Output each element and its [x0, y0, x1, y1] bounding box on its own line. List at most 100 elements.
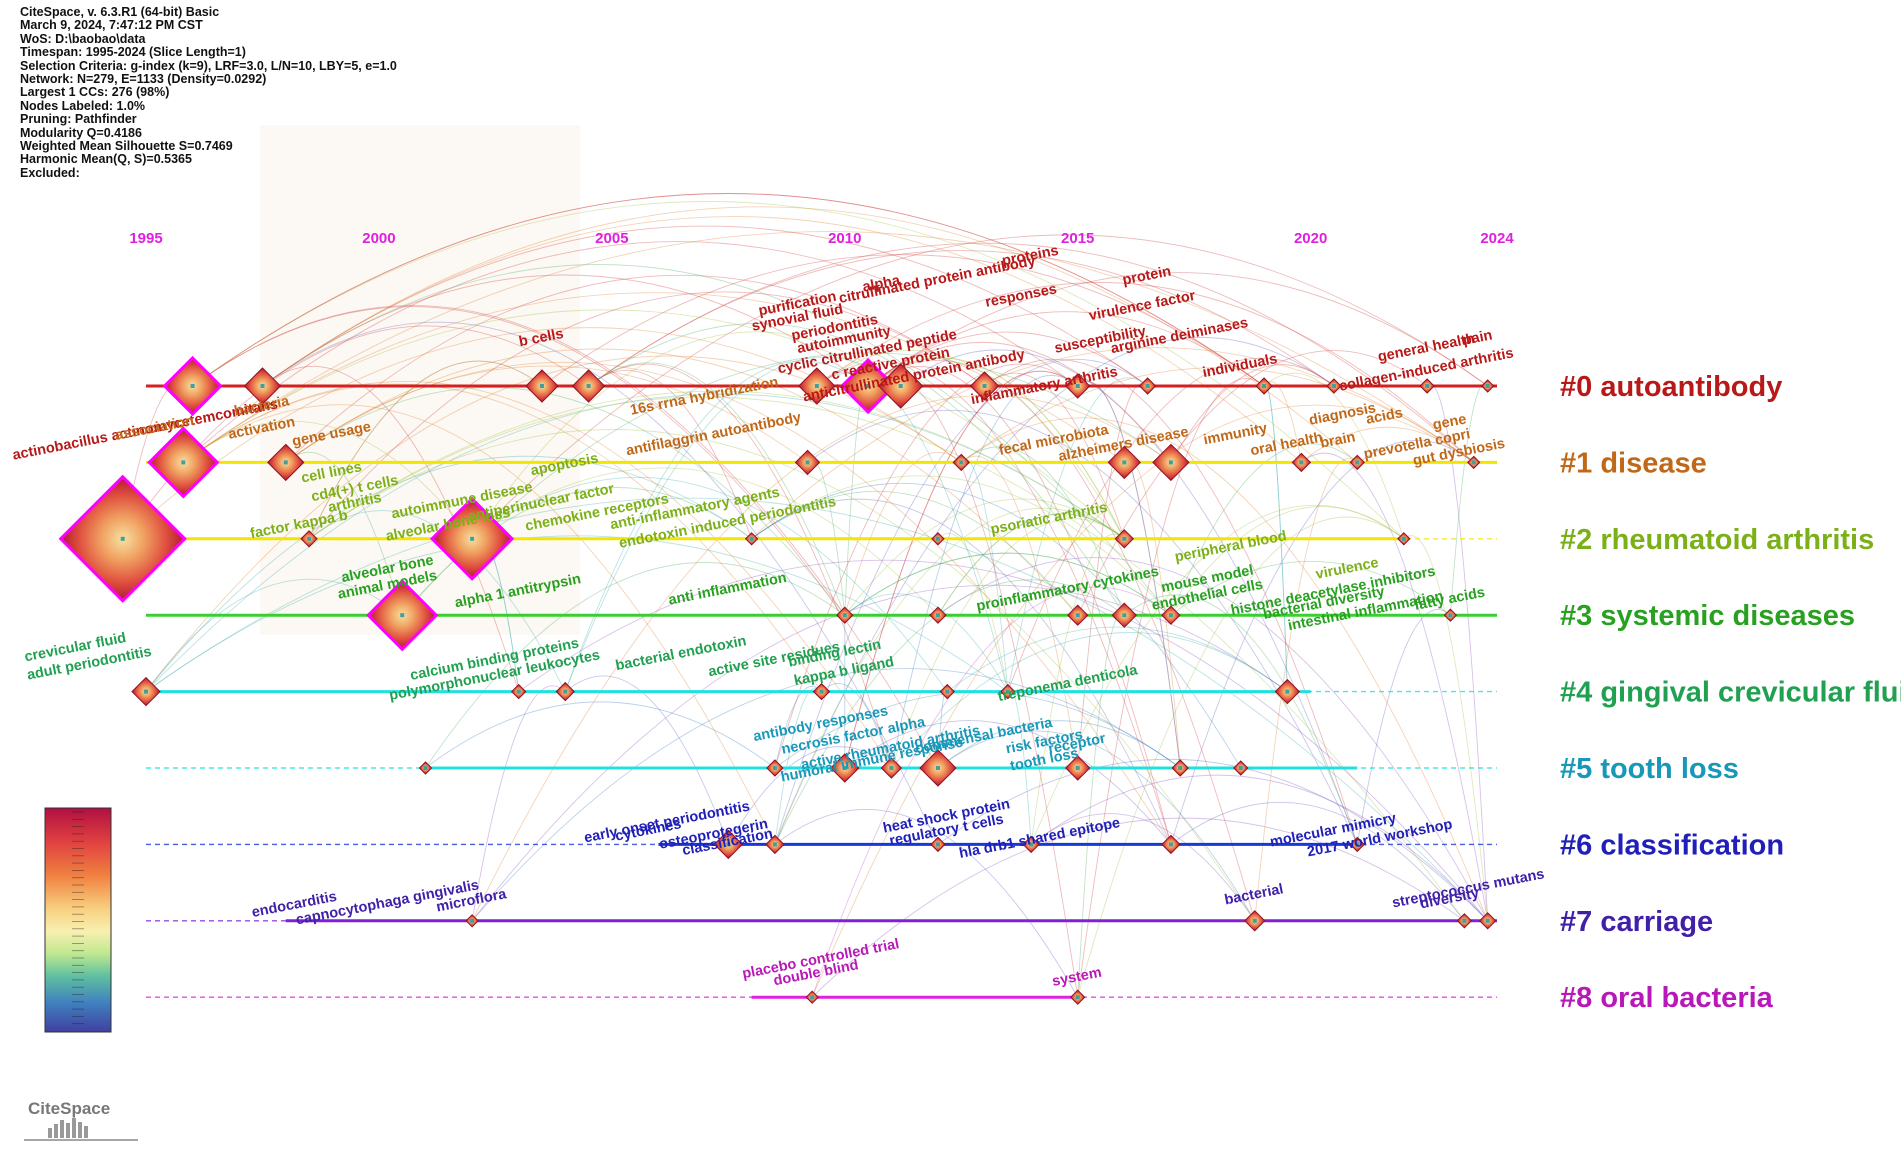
citation-edge — [751, 490, 1079, 616]
citation-edge — [816, 349, 1125, 540]
citation-edge — [867, 311, 1265, 387]
node-center-mark — [1075, 384, 1080, 388]
citation-edge — [262, 366, 520, 692]
citation-edge — [588, 369, 753, 539]
citation-edge — [425, 701, 776, 769]
citation-edge — [471, 685, 566, 921]
citation-edge — [1030, 533, 1125, 845]
citation-edge — [145, 497, 1489, 922]
citation-edge — [183, 231, 1474, 463]
citation-edge — [844, 593, 1009, 692]
citation-edge — [122, 327, 962, 540]
legend-ticks — [72, 811, 84, 1025]
node-center-mark — [1075, 995, 1080, 1000]
citation-edge — [564, 675, 729, 845]
citation-edge — [867, 272, 1488, 387]
citation-edge — [183, 404, 776, 845]
node-center-mark — [1252, 918, 1257, 923]
citation-edge — [867, 360, 1256, 921]
citation-edge — [821, 682, 892, 769]
citation-edge — [751, 347, 1474, 540]
citation-edge — [844, 451, 962, 616]
year-tick-label: 2020 — [1294, 230, 1327, 247]
citation-edge — [844, 370, 1078, 769]
citation-edge — [564, 356, 901, 692]
citation-edge — [183, 383, 822, 692]
node-center-mark — [470, 536, 475, 541]
citation-edge — [1254, 458, 1358, 921]
node-center-mark — [1238, 766, 1243, 770]
citation-edge — [192, 305, 846, 616]
node-center-mark — [181, 460, 186, 465]
citation-edge — [1030, 504, 1405, 845]
node-center-mark — [1168, 460, 1173, 465]
node-center-mark — [772, 842, 777, 847]
node-center-mark — [1462, 918, 1467, 923]
node-center-mark — [1122, 613, 1127, 618]
citation-edge — [811, 404, 1474, 998]
citation-edge — [1170, 802, 1465, 922]
citation-edge — [751, 475, 1172, 616]
citation-edge — [1170, 506, 1405, 616]
node-center-mark — [945, 689, 950, 694]
node-center-mark — [889, 766, 894, 770]
info-line: Timespan: 1995-2024 (Slice Length=1) — [20, 45, 246, 60]
cluster-label: #0 autoantibody — [1560, 371, 1782, 403]
color-legend — [44, 807, 112, 1033]
cluster-label: #8 oral bacteria — [1560, 982, 1774, 1014]
citation-edge — [844, 370, 1078, 769]
citation-edge — [471, 331, 901, 540]
node-center-mark — [935, 536, 940, 541]
year-tick-label: 2000 — [362, 230, 395, 247]
citation-edge — [900, 349, 1358, 845]
node-center-mark — [810, 995, 815, 1000]
cluster-label: #1 disease — [1560, 447, 1707, 479]
citation-edge — [816, 282, 1475, 463]
logo-text: CiteSpace — [28, 1099, 110, 1118]
info-line: Pruning: Pathfinder — [20, 112, 137, 127]
node-center-mark — [1122, 536, 1127, 541]
node-center-mark — [307, 536, 312, 541]
cluster-label: #2 rheumatoid arthritis — [1560, 524, 1874, 556]
node-center-mark — [959, 460, 964, 465]
citation-edge — [1030, 813, 1256, 922]
node-center-mark — [1485, 918, 1490, 923]
node-center-mark — [516, 689, 521, 694]
node-center-mark — [842, 766, 847, 770]
cluster-label: #4 gingival crevicular fluid — [1560, 677, 1901, 709]
citation-edge — [308, 360, 543, 539]
citation-edge — [816, 372, 1009, 692]
citation-edge — [588, 250, 1335, 387]
citation-edge — [1007, 377, 1148, 692]
citation-edge — [1263, 372, 1405, 539]
citation-edge — [471, 584, 1288, 922]
citation-edge — [1124, 594, 1358, 845]
node-center-mark — [563, 689, 568, 694]
citation-edge — [774, 337, 1335, 845]
year-tick-label: 1995 — [129, 230, 162, 247]
year-tick-label: 2015 — [1061, 230, 1094, 247]
node-center-mark — [423, 766, 428, 770]
node-center-mark — [1178, 766, 1183, 770]
node-center-mark — [814, 384, 819, 388]
citation-edge — [1170, 560, 1451, 616]
node-center-mark — [1401, 536, 1406, 541]
citation-edge — [471, 476, 948, 692]
citation-edge — [588, 362, 846, 616]
citation-edge — [867, 342, 1172, 463]
citation-edge — [811, 586, 1172, 998]
node-center-mark — [190, 384, 195, 388]
cluster-label: #5 tooth loss — [1560, 753, 1739, 785]
node-center-mark — [586, 384, 591, 388]
citation-edge — [844, 552, 1172, 616]
keyword-label: pain — [1461, 327, 1493, 348]
citation-edge — [727, 746, 892, 845]
citation-edge — [471, 467, 939, 616]
node-center-mark — [1331, 384, 1336, 388]
year-axis: 1995 2000 2005 2010 2015 2020 2024 — [129, 230, 1514, 247]
citation-edge — [844, 498, 1125, 616]
citation-edge — [890, 518, 1125, 769]
citation-edge — [518, 559, 1489, 922]
node-center-mark — [1168, 842, 1173, 847]
node-layer — [58, 355, 1497, 1005]
